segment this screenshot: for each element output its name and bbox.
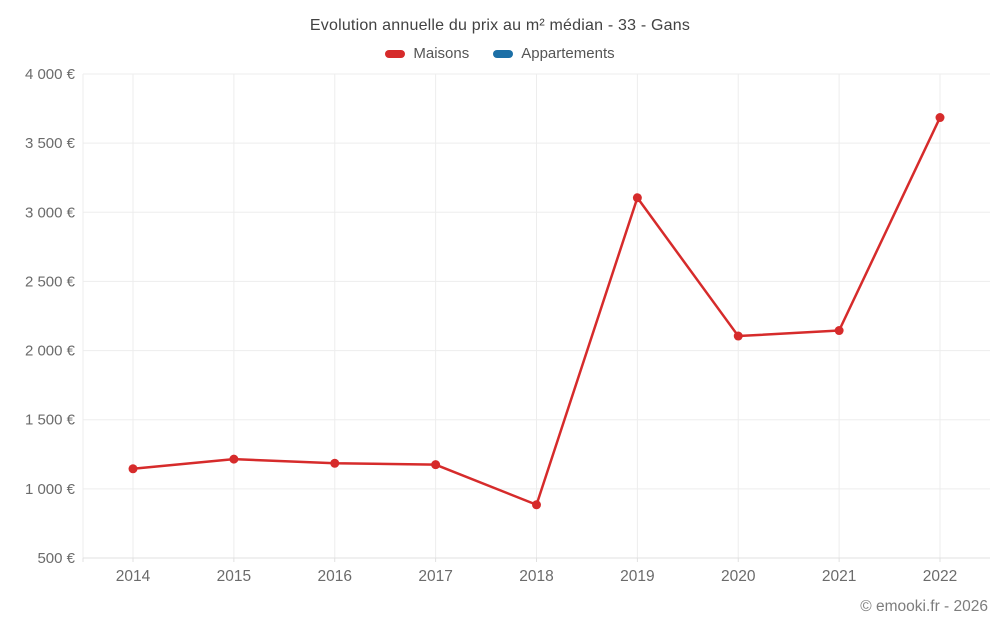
svg-text:2022: 2022: [923, 568, 957, 585]
svg-text:2021: 2021: [822, 568, 856, 585]
svg-text:2 500 €: 2 500 €: [25, 273, 76, 290]
svg-text:500 €: 500 €: [37, 550, 75, 567]
legend-item-appartements[interactable]: Appartements: [493, 45, 615, 62]
watermark: © emooki.fr - 2026: [860, 598, 988, 615]
svg-text:2 000 €: 2 000 €: [25, 343, 76, 360]
svg-text:2014: 2014: [116, 568, 151, 585]
svg-text:1 500 €: 1 500 €: [25, 412, 76, 429]
maisons-series-swatch-icon: [385, 49, 406, 58]
chart-title: Evolution annuelle du prix au m² médian …: [309, 17, 691, 34]
svg-text:3 500 €: 3 500 €: [25, 135, 76, 152]
svg-text:2015: 2015: [217, 568, 251, 585]
legend-item-maisons[interactable]: Maisons: [385, 45, 469, 62]
svg-text:2018: 2018: [519, 568, 553, 585]
chart-legend: Maisons Appartements: [0, 45, 1000, 62]
svg-text:2017: 2017: [418, 568, 452, 585]
appartements-series-swatch-icon: [493, 49, 514, 58]
svg-text:2019: 2019: [620, 568, 654, 585]
legend-label-appartements: Appartements: [521, 45, 615, 62]
svg-text:3 000 €: 3 000 €: [25, 204, 76, 221]
svg-text:1 000 €: 1 000 €: [25, 481, 76, 498]
svg-text:2020: 2020: [721, 568, 756, 585]
svg-text:4 000 €: 4 000 €: [25, 66, 76, 83]
legend-label-maisons: Maisons: [413, 45, 470, 62]
svg-text:2016: 2016: [318, 568, 352, 585]
